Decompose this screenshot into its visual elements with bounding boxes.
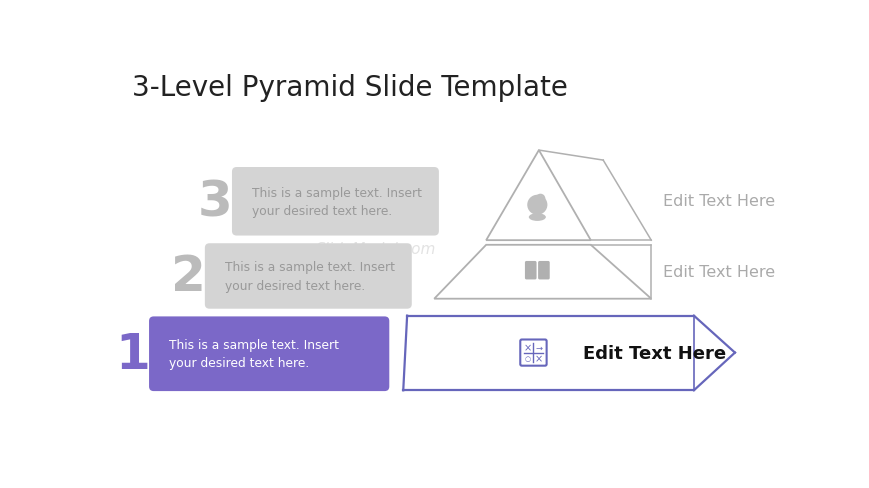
FancyBboxPatch shape	[149, 317, 388, 391]
Text: SlideModel.com: SlideModel.com	[315, 242, 436, 257]
Text: Edit Text Here: Edit Text Here	[582, 344, 726, 362]
Text: 2: 2	[170, 252, 205, 300]
Text: This is a sample text. Insert
your desired text here.: This is a sample text. Insert your desir…	[169, 338, 339, 370]
Ellipse shape	[528, 214, 545, 222]
Text: →: →	[534, 343, 541, 352]
Text: 1: 1	[115, 330, 149, 378]
Text: 3-Level Pyramid Slide Template: 3-Level Pyramid Slide Template	[132, 74, 567, 102]
Text: ×: ×	[534, 353, 542, 363]
FancyBboxPatch shape	[538, 262, 549, 280]
Text: 3: 3	[198, 178, 233, 226]
Text: This is a sample text. Insert
your desired text here.: This is a sample text. Insert your desir…	[252, 186, 421, 218]
FancyBboxPatch shape	[520, 340, 546, 366]
Text: ×: ×	[523, 343, 532, 352]
Text: Edit Text Here: Edit Text Here	[662, 193, 774, 208]
FancyBboxPatch shape	[232, 168, 438, 236]
FancyBboxPatch shape	[204, 244, 411, 309]
Text: This is a sample text. Insert
your desired text here.: This is a sample text. Insert your desir…	[225, 261, 395, 292]
Text: Edit Text Here: Edit Text Here	[662, 264, 774, 280]
Circle shape	[527, 195, 547, 215]
Text: ○: ○	[524, 355, 530, 361]
FancyBboxPatch shape	[524, 262, 536, 280]
